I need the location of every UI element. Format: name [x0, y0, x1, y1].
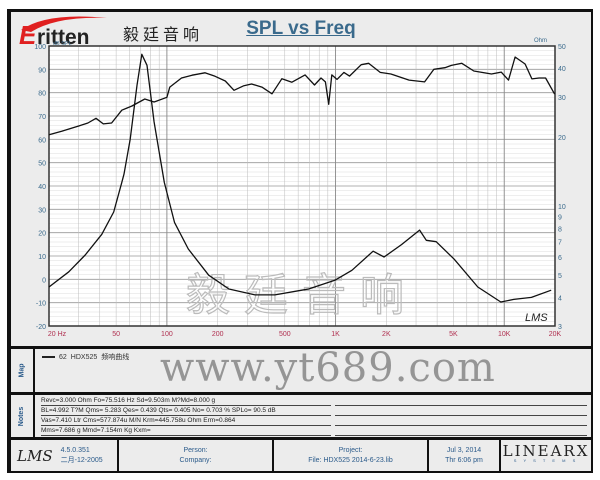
spl-impedance-chart: 毅廷音响毅廷音响1009080706050403020100-10-205040…: [34, 26, 566, 338]
y-tick-right: 40: [558, 66, 566, 73]
note-line: BL=4.992 T?M Qms= 5.283 Qes= 0.439 Qts= …: [41, 406, 331, 416]
x-tick: 2K: [382, 331, 391, 338]
x-tick: 1K: [331, 331, 340, 338]
y-tick-left: 100: [34, 44, 46, 51]
y-tick-left: -10: [36, 301, 46, 308]
note-blank: [335, 426, 587, 436]
y-tick-left: 60: [38, 137, 46, 144]
note-blank: [335, 416, 587, 426]
footer-date: Jul 3, 2014 Thr 6:06 pm: [429, 440, 499, 471]
chart-panel: E ritten SPL vs Freq 毅廷音响 毅廷音响 100 90 80 70 60…: [11, 12, 591, 346]
y-tick-left: 40: [38, 184, 46, 191]
logo-brand: ritten: [37, 26, 90, 48]
x-tick: 500: [279, 331, 291, 338]
spl-curve: [48, 56, 556, 136]
x-tick: 200: [212, 331, 224, 338]
footer-version: LMS 4.5.0.351 二月-12-2005: [11, 440, 117, 471]
note-blank: [335, 406, 587, 416]
y-tick-right: 7: [558, 240, 562, 247]
logo-chinese-text: 毅廷音响: [123, 26, 203, 44]
y-axis-label-right: Ohm: [534, 38, 547, 44]
chinese-watermark: 毅廷音响: [186, 271, 418, 320]
lms-stamp: LMS: [525, 312, 548, 324]
y-tick-right: 30: [558, 95, 566, 102]
x-tick: 100: [161, 331, 173, 338]
plot-border: [48, 45, 556, 327]
x-tick: 10K: [498, 331, 511, 338]
map-label: Map: [11, 349, 33, 392]
y-tick-right: 50: [558, 44, 566, 51]
legend-line: [42, 356, 55, 358]
y-tick-left: 50: [38, 161, 46, 168]
note-line: Revc=3.000 Ohm Fo=75.516 Hz Sd=9.503m M?…: [41, 396, 331, 406]
y-tick-left: 80: [38, 91, 46, 98]
y-tick-left: -20: [36, 324, 46, 331]
y-tick-left: 70: [38, 114, 46, 121]
lms-logo: LMS: [17, 446, 53, 465]
y-tick-right: 6: [558, 255, 562, 262]
y-tick-left: 90: [38, 67, 46, 74]
note-line: Vas=7.410 Ltr Cms=577.874u M/N Krm=445.7…: [41, 416, 331, 426]
x-tick: 50: [112, 331, 120, 338]
y-axis-label-left: dB SPL: [53, 41, 72, 47]
note-blank: [335, 396, 587, 406]
x-tick: 5K: [449, 331, 458, 338]
report-frame: E ritten SPL vs Freq 毅廷音响 毅廷音响 100 90 80 70 60…: [7, 9, 593, 473]
footer-person: Person: Company:: [119, 440, 272, 471]
y-tick-right: 9: [558, 215, 562, 222]
logo-initial: E: [19, 20, 37, 48]
impedance-curve: [48, 53, 552, 303]
y-tick-right: 8: [558, 226, 562, 233]
y-tick-right: 5: [558, 273, 562, 280]
legend-entry: 62 HDX525 频响曲线: [42, 352, 129, 362]
x-tick: 20 Hz: [48, 331, 67, 338]
chart-title: SPL vs Freq: [246, 18, 356, 39]
map-panel: 62 HDX525 频响曲线: [35, 349, 591, 392]
notes-panel: Revc=3.000 Ohm Fo=75.516 Hz Sd=9.503m M?…: [35, 395, 591, 437]
y-tick-right: 10: [558, 204, 566, 211]
footer-project: Project: File: HDX525 2014-6-23.lib: [274, 440, 427, 471]
y-tick-left: 10: [38, 254, 46, 261]
y-tick-left: 30: [38, 207, 46, 214]
y-tick-right: 4: [558, 295, 562, 302]
note-line: Mms=7.686 g Mmd=7.154m Kg Kxm=: [41, 426, 331, 436]
y-tick-left: 20: [38, 231, 46, 238]
y-tick-right: 3: [558, 324, 562, 331]
eritten-logo: E ritten: [19, 16, 107, 48]
y-tick-left: 0: [42, 277, 46, 284]
y-tick-right: 20: [558, 135, 566, 142]
linearx-logo: LINEARX S Y S T E M S: [501, 440, 591, 471]
notes-label: Notes: [11, 395, 33, 437]
x-tick: 20K: [549, 331, 562, 338]
footer: LMS 4.5.0.351 二月-12-2005 Person: Company: …: [11, 440, 591, 471]
